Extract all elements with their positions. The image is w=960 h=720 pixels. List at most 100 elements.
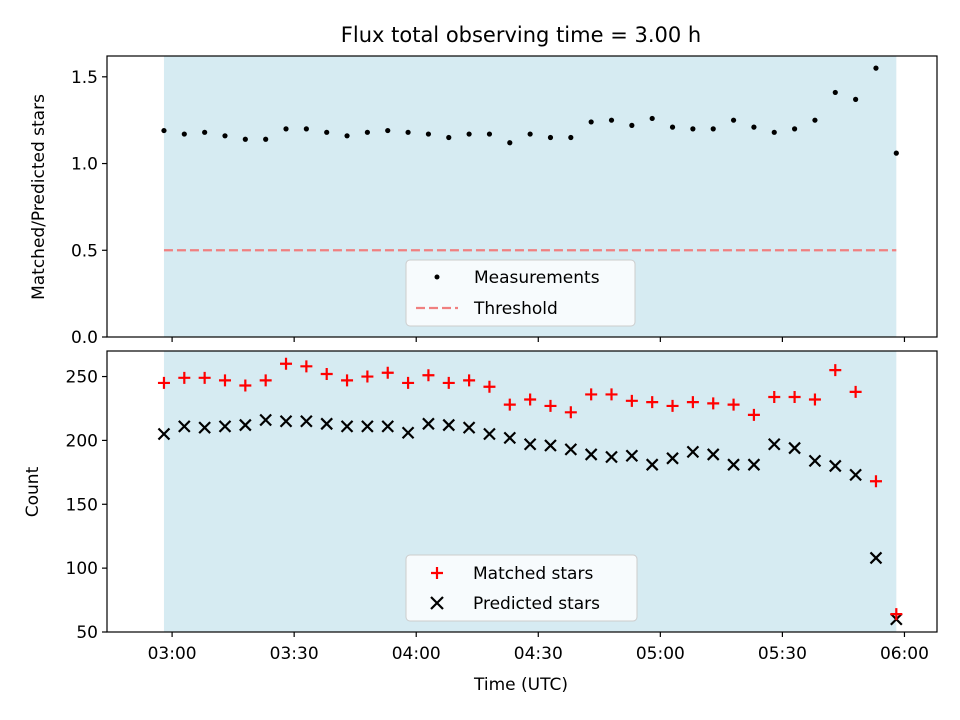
matched-stars-point — [829, 364, 842, 377]
x-axis-label: Time (UTC) — [473, 675, 568, 695]
matched-stars-point — [239, 379, 252, 392]
top-y-tick-label: 1.0 — [71, 155, 98, 175]
predicted-stars-point — [544, 439, 557, 452]
matched-stars-point — [686, 396, 699, 409]
measurement-point — [568, 134, 574, 141]
measurement-point — [853, 96, 859, 102]
measurement-point — [446, 134, 452, 141]
measurement-point — [466, 131, 472, 137]
measurement-point — [303, 126, 309, 132]
measurement-point — [161, 127, 167, 134]
measurement-point — [608, 117, 615, 123]
predicted-stars-point — [279, 414, 293, 428]
matched-stars-point — [483, 380, 496, 393]
predicted-stars-point — [849, 468, 862, 482]
matched-stars-point — [280, 357, 293, 370]
matched-stars-point — [402, 376, 415, 389]
x-tick-label: 06:00 — [880, 644, 929, 664]
predicted-stars-point — [422, 417, 435, 431]
measurement-point — [324, 129, 330, 135]
matched-stars-point — [381, 366, 394, 379]
measurement-point — [588, 119, 594, 125]
predicted-stars-point — [686, 445, 700, 459]
measurement-point — [222, 133, 228, 139]
bottom-y-tick-label: 200 — [66, 431, 98, 451]
top-panel: 0.0 0.5 1.0 1.5 Matched/Predicted stars Mea… — [29, 55, 938, 348]
predicted-stars-point — [747, 458, 761, 471]
predicted-stars-point — [157, 427, 171, 441]
measurement-point — [385, 127, 391, 134]
chart-title: Flux total observing time = 3.00 h — [341, 23, 701, 47]
top-y-tick-label: 0.5 — [71, 241, 98, 261]
predicted-stars-point — [564, 443, 578, 456]
predicted-stars-point — [869, 551, 883, 565]
predicted-stars-point — [483, 427, 496, 441]
predicted-stars-point — [523, 437, 537, 451]
measurement-point — [283, 126, 289, 132]
matched-stars-point — [605, 388, 618, 401]
matched-stars-point — [463, 374, 476, 387]
measurement-point — [771, 129, 777, 135]
measurement-point — [710, 126, 716, 132]
measurement-point — [730, 117, 737, 123]
measurement-point — [669, 124, 676, 130]
matched-stars-point — [788, 390, 801, 403]
matched-stars-point — [341, 374, 354, 387]
predicted-stars-point — [706, 448, 720, 461]
matched-stars-point — [544, 399, 557, 412]
predicted-stars-point — [808, 454, 822, 468]
predicted-stars-point — [605, 450, 618, 464]
matched-stars-point — [585, 388, 598, 401]
matched-stars-point — [259, 374, 272, 387]
matched-stars-point — [218, 374, 231, 387]
measurement-point — [649, 115, 655, 122]
measurement-point — [812, 117, 818, 123]
matched-stars-point — [890, 608, 903, 621]
x-tick-label: 03:30 — [270, 644, 319, 664]
measurement-point — [893, 150, 899, 156]
matched-stars-point — [768, 390, 781, 403]
measurement-point — [629, 122, 635, 128]
measurement-point — [425, 131, 432, 137]
matched-stars-point — [707, 397, 720, 410]
top-plot-frame — [106, 55, 938, 338]
matched-stars-point — [422, 369, 435, 382]
matched-stars-point — [646, 396, 659, 409]
top-y-tick-label: 0.0 — [71, 328, 98, 348]
legend-matched-label: Matched stars — [473, 564, 593, 584]
matched-stars-point — [157, 376, 170, 389]
predicted-stars-point — [442, 418, 456, 432]
matched-stars-point — [524, 393, 537, 406]
predicted-stars-point — [340, 420, 354, 433]
top-legend: Measurements Threshold — [405, 259, 636, 327]
bottom-panel: 50 100 150 200 250 03:00 03:30 04:00 04:30 05:00… — [23, 350, 938, 695]
matched-stars-point — [625, 394, 638, 407]
bottom-y-tick-label: 150 — [66, 495, 98, 515]
measurement-point — [181, 131, 187, 137]
measurement-point — [344, 133, 350, 139]
measurement-point — [527, 131, 533, 137]
bottom-y-axis-label: Count — [23, 466, 43, 517]
matched-stars-point — [808, 393, 821, 406]
measurement-point — [364, 129, 370, 135]
measurement-point — [263, 136, 269, 142]
predicted-stars-point — [320, 417, 333, 431]
legend-measurements-marker — [434, 274, 440, 280]
predicted-stars-point — [788, 441, 801, 455]
x-tick-label: 04:30 — [514, 644, 563, 664]
predicted-stars-point — [361, 420, 374, 433]
predicted-stars-point — [462, 421, 476, 434]
matched-stars-point — [320, 367, 333, 380]
predicted-stars-point — [300, 414, 313, 428]
measurement-point — [242, 136, 248, 142]
measurement-point — [690, 126, 696, 132]
measurement-point — [832, 89, 838, 96]
measurement-point — [873, 65, 879, 71]
measurement-point — [547, 134, 554, 141]
matched-stars-point — [869, 475, 882, 488]
matched-stars-point — [178, 371, 191, 384]
legend-threshold-label: Threshold — [473, 299, 558, 319]
predicted-stars-point — [178, 420, 191, 433]
predicted-stars-point — [381, 420, 395, 433]
predicted-stars-point — [829, 459, 842, 473]
